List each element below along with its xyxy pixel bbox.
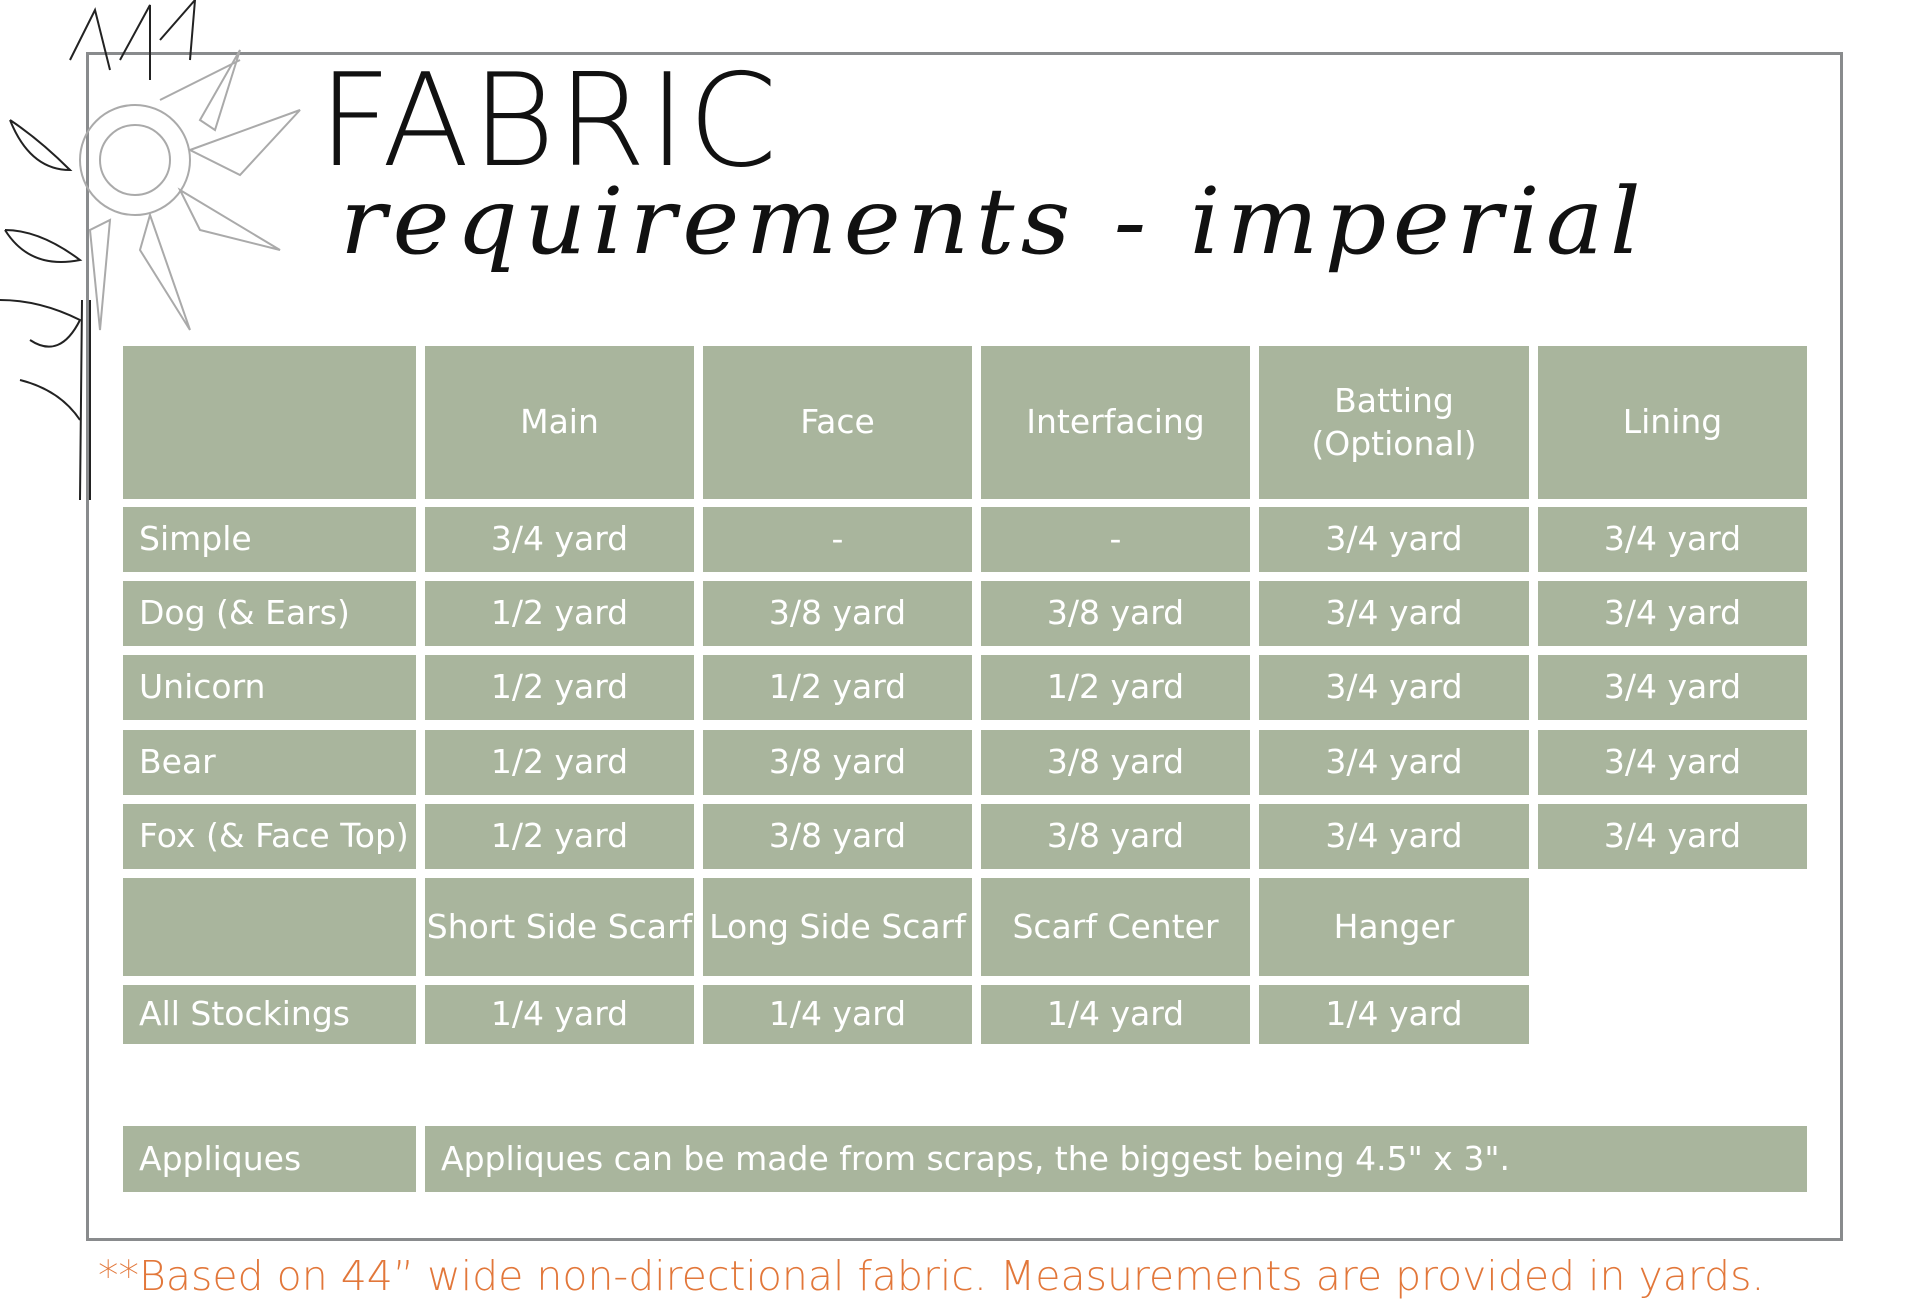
header-batting: Batting (Optional) <box>1259 346 1529 499</box>
table-cell: 3/4 yard <box>1259 655 1529 720</box>
page-title: FABRIC <box>318 47 780 196</box>
row-label-all-stockings: All Stockings <box>123 985 416 1044</box>
table-cell: 3/8 yard <box>981 581 1250 646</box>
header-face: Face <box>703 346 972 499</box>
table-cell: 1/4 yard <box>981 985 1250 1044</box>
header-hanger: Hanger <box>1259 878 1529 976</box>
header-interfacing: Interfacing <box>981 346 1250 499</box>
header-short-side-scarf: Short Side Scarf <box>425 878 694 976</box>
table-cell: 3/4 yard <box>1259 581 1529 646</box>
table-cell: 1/2 yard <box>425 804 694 869</box>
header-scarf-center: Scarf Center <box>981 878 1250 976</box>
row-label: Fox (& Face Top) <box>123 804 416 869</box>
table-cell: 1/4 yard <box>425 985 694 1044</box>
table-cell: 3/8 yard <box>981 730 1250 795</box>
table-cell: 3/4 yard <box>1538 581 1807 646</box>
table-cell: 1/2 yard <box>703 655 972 720</box>
header-main: Main <box>425 346 694 499</box>
table-cell: 1/2 yard <box>425 581 694 646</box>
table-cell: 3/8 yard <box>703 581 972 646</box>
header2-cell-empty <box>123 878 416 976</box>
table-cell: 3/4 yard <box>1259 507 1529 572</box>
table-cell: 3/4 yard <box>1538 804 1807 869</box>
row-label: Dog (& Ears) <box>123 581 416 646</box>
row-label: Simple <box>123 507 416 572</box>
page-frame <box>86 52 1843 1241</box>
table-cell: 1/2 yard <box>981 655 1250 720</box>
table-cell: 3/4 yard <box>425 507 694 572</box>
table-cell: 1/4 yard <box>1259 985 1529 1044</box>
table-cell: 3/8 yard <box>703 804 972 869</box>
table-cell: 1/4 yard <box>703 985 972 1044</box>
sunflower-illustration <box>0 0 301 501</box>
footnote: **Based on 44” wide non-directional fabr… <box>98 1252 1765 1300</box>
table-cell: 3/8 yard <box>703 730 972 795</box>
table-cell: 3/4 yard <box>1538 655 1807 720</box>
table-cell: 3/4 yard <box>1538 507 1807 572</box>
table-cell: 3/4 yard <box>1538 730 1807 795</box>
table-cell: 3/4 yard <box>1259 730 1529 795</box>
header-lining: Lining <box>1538 346 1807 499</box>
header-long-side-scarf: Long Side Scarf <box>703 878 972 976</box>
table-cell: 1/2 yard <box>425 655 694 720</box>
table-cell: 1/2 yard <box>425 730 694 795</box>
appliques-note: Appliques can be made from scraps, the b… <box>425 1126 1807 1192</box>
page-subtitle: requirements - imperial <box>340 168 1648 275</box>
row-label-appliques: Appliques <box>123 1126 416 1192</box>
row-label: Bear <box>123 730 416 795</box>
row-label: Unicorn <box>123 655 416 720</box>
table-cell: - <box>981 507 1250 572</box>
table-cell: - <box>703 507 972 572</box>
header-cell-empty <box>123 346 416 499</box>
table-cell: 3/4 yard <box>1259 804 1529 869</box>
table-cell: 3/8 yard <box>981 804 1250 869</box>
